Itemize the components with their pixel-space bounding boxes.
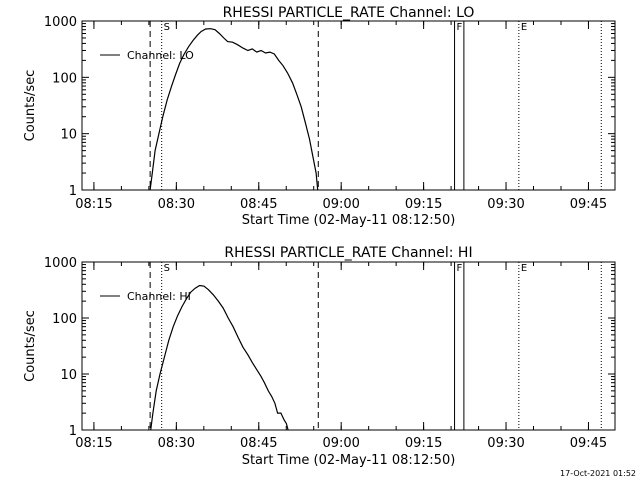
hi-x-tick-label: 09:15 xyxy=(405,436,442,451)
hi-legend-label: Channel: HI xyxy=(127,290,191,303)
hi-x-tick-label: 09:00 xyxy=(322,436,359,451)
lo-event-marker-label: S xyxy=(164,22,170,33)
lo-x-tick-label: 09:15 xyxy=(405,197,442,212)
lo-event-marker-label: F xyxy=(457,22,463,33)
hi-x-tick-label: 09:30 xyxy=(487,436,524,451)
hi-y-tick-label: 100 xyxy=(52,312,77,327)
lo-x-tick-label: 09:00 xyxy=(322,197,359,212)
lo-y-tick-label: 1000 xyxy=(44,15,77,30)
hi-y-tick-label: 1 xyxy=(69,424,77,439)
hi-x-tick-label: 09:45 xyxy=(570,436,607,451)
hi-event-marker-label: S xyxy=(164,263,170,274)
hi-channel-panel: RHESSI PARTICLE_RATE Channel: HI 1 10 100 10… xyxy=(23,245,616,468)
hi-series-line xyxy=(150,284,289,431)
lo-y-axis-label: Counts/sec xyxy=(23,70,38,142)
lo-chart-title: RHESSI PARTICLE_RATE Channel: LO xyxy=(223,5,475,21)
hi-event-marker-label: E xyxy=(521,263,527,274)
hi-x-tick-label: 08:30 xyxy=(158,436,195,451)
lo-legend-label: Channel: LO xyxy=(127,49,194,62)
hi-y-tick-label: 1000 xyxy=(44,256,77,271)
hi-event-marker-label: F xyxy=(457,263,463,274)
lo-x-axis-label: Start Time (02-May-11 08:12:50) xyxy=(242,213,456,228)
lo-channel-panel: RHESSI PARTICLE_RATE Channel: LO 1 10 100 10… xyxy=(23,5,616,228)
plot-timestamp: 17-Oct-2021 01:52 xyxy=(560,469,636,478)
lo-x-tick-label: 09:45 xyxy=(570,197,607,212)
lo-series-line xyxy=(149,28,319,191)
hi-y-tick-label: 10 xyxy=(60,368,77,383)
hi-chart-title: RHESSI PARTICLE_RATE Channel: HI xyxy=(224,245,472,261)
lo-plot-frame xyxy=(81,20,616,191)
lo-y-tick-label: 100 xyxy=(52,71,77,86)
lo-x-tick-label: 08:15 xyxy=(75,197,112,212)
lo-y-tick-label: 10 xyxy=(60,128,77,143)
hi-x-tick-label: 08:45 xyxy=(240,436,277,451)
lo-x-tick-label: 08:45 xyxy=(240,197,277,212)
lo-y-tick-label: 1 xyxy=(69,184,77,199)
lo-x-tick-label: 09:30 xyxy=(487,197,524,212)
hi-x-tick-label: 08:15 xyxy=(75,436,112,451)
hi-y-axis-label: Counts/sec xyxy=(23,310,38,382)
lo-event-marker-label: E xyxy=(521,22,527,33)
hi-x-axis-label: Start Time (02-May-11 08:12:50) xyxy=(242,453,456,468)
hi-plot-frame xyxy=(81,261,616,431)
lo-x-tick-label: 08:30 xyxy=(158,197,195,212)
